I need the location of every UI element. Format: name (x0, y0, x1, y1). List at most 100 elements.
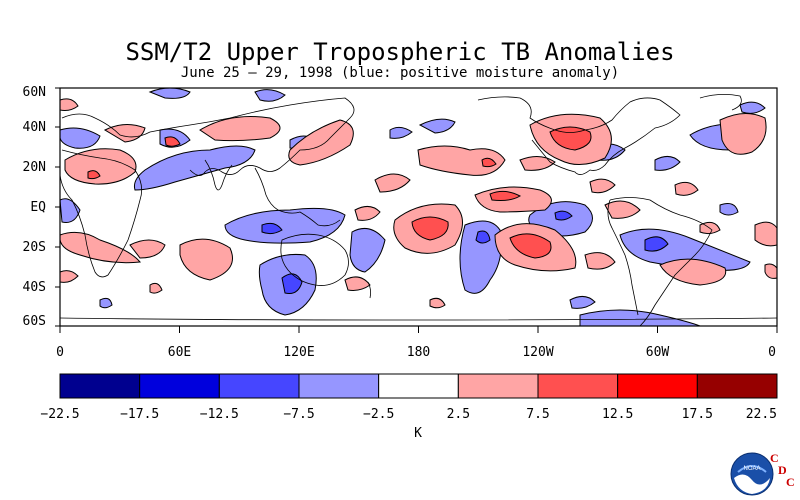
lat-label: 40S (23, 280, 46, 295)
cdc-letter: C (770, 451, 779, 465)
anomaly-patch (59, 98, 79, 111)
logo-text: NOAA (743, 466, 760, 472)
anomaly-patch (719, 203, 739, 216)
lon-axis: 0 60E 120E 180 120W 60W 0 (56, 326, 778, 360)
anomaly-patch (604, 200, 641, 219)
strong-positive-cores (87, 126, 592, 259)
anomaly-patch (584, 252, 616, 270)
lon-label: 120E (283, 345, 314, 360)
anomaly-patch (418, 118, 456, 134)
anomaly-patch (569, 296, 596, 309)
chart-subtitle: June 25 – 29, 1998 (blue: positive moist… (180, 65, 620, 81)
colorbar-swatch (537, 373, 619, 399)
anomaly-patch (429, 297, 446, 309)
anomaly-patch (148, 87, 191, 99)
lat-label: 60S (23, 314, 46, 329)
anomaly-patch (754, 221, 778, 247)
coastlines (59, 94, 778, 327)
anomaly-patch (344, 276, 371, 291)
anomaly-core (549, 126, 592, 151)
anomaly-core (164, 136, 181, 147)
anomaly-patch (459, 220, 502, 294)
anomaly-patch (199, 116, 281, 142)
anomaly-patch (59, 198, 81, 223)
colorbar-tick-label: −2.5 (363, 407, 394, 422)
map-panel: 60N 40N 20N EQ 20S 40S 60S 0 60E 120E 18… (23, 85, 778, 360)
lon-label: 120W (522, 345, 553, 360)
coastline-antarctica (59, 317, 778, 321)
anomaly-patch (519, 156, 556, 171)
anomaly-patch (589, 178, 616, 194)
anomaly-core (87, 170, 101, 180)
colorbar-tick-label: −7.5 (283, 407, 314, 422)
anomaly-core (281, 273, 303, 294)
lon-label: 0 (56, 345, 64, 360)
anomaly-patch (254, 89, 286, 102)
anomaly-core (475, 230, 491, 244)
anomaly-patch (417, 145, 506, 176)
colorbar-unit: K (414, 426, 422, 441)
lat-label: 20N (23, 160, 46, 175)
colorbar-swatch (218, 373, 300, 399)
coastline-south-america (607, 197, 713, 327)
colorbar-swatch (617, 373, 698, 399)
colorbar-tick-label: −17.5 (120, 407, 159, 422)
colorbar-swatch (298, 373, 380, 399)
lon-label: 180 (407, 345, 430, 360)
colorbar-tick-label: 17.5 (682, 407, 713, 422)
anomaly-patch (129, 239, 166, 259)
lat-label: 60N (23, 85, 46, 100)
cdc-letter: D (778, 463, 787, 477)
anomaly-patch (374, 173, 411, 193)
anomaly-core (644, 236, 669, 252)
colorbar-swatch (59, 373, 141, 399)
anomaly-patch (474, 186, 552, 213)
anomaly-patch (719, 113, 767, 155)
anomaly-patch (659, 258, 727, 286)
anomaly-patch (179, 238, 233, 281)
anomaly-patch (134, 145, 256, 191)
coastline-africa (59, 149, 143, 278)
coastline-europe-asia (61, 97, 355, 176)
lat-label: EQ (30, 200, 46, 215)
cdc-letters: C D C (770, 451, 795, 488)
coastline-newzealand (367, 281, 372, 299)
lat-axis: 60N 40N 20N EQ 20S 40S 60S (23, 85, 60, 329)
colorbar-tick-label: 7.5 (526, 407, 549, 422)
colorbar-swatch (457, 373, 539, 399)
chart-title: SSM/T2 Upper Tropospheric TB Anomalies (125, 38, 675, 66)
strong-negative-cores (261, 210, 669, 294)
coastline-north-america (477, 96, 681, 175)
positive-anomaly-patches (59, 98, 778, 309)
colorbar-tick-label: 2.5 (447, 407, 470, 422)
colorbar-tick-label: 22.5 (746, 407, 777, 422)
colorbar-tick-label: −12.5 (200, 407, 239, 422)
anomaly-core (261, 222, 283, 235)
anomaly-patch (389, 126, 413, 139)
colorbar-swatch (696, 373, 778, 399)
anomaly-core (411, 216, 449, 241)
coastline-australia (280, 233, 349, 286)
colorbar-labels: −22.5 −17.5 −12.5 −7.5 −2.5 2.5 7.5 12.5 17.5 22.… (40, 407, 777, 422)
anomaly-patch (64, 148, 137, 185)
anomaly-core (489, 190, 522, 201)
anomaly-patch (59, 270, 79, 283)
colorbar-swatch (139, 373, 220, 399)
lat-label: 40N (23, 120, 46, 135)
colorbar-swatch (378, 373, 459, 399)
noaa-logo: NOAA (730, 452, 774, 496)
lat-label: 20S (23, 240, 46, 255)
anomaly-patch (579, 309, 701, 327)
coastline-seasia (254, 167, 341, 227)
anomaly-core (509, 233, 552, 259)
colorbar-tick-label: 12.5 (602, 407, 633, 422)
anomaly-patch (674, 181, 699, 196)
anomaly-patch (149, 282, 163, 294)
anomaly-patch (354, 206, 381, 221)
anomaly-patch (59, 127, 101, 149)
anomaly-patch (349, 227, 386, 273)
cdc-letter: C (786, 475, 795, 489)
lon-label: 60E (168, 345, 191, 360)
colorbar-tick-label: −22.5 (40, 407, 79, 422)
